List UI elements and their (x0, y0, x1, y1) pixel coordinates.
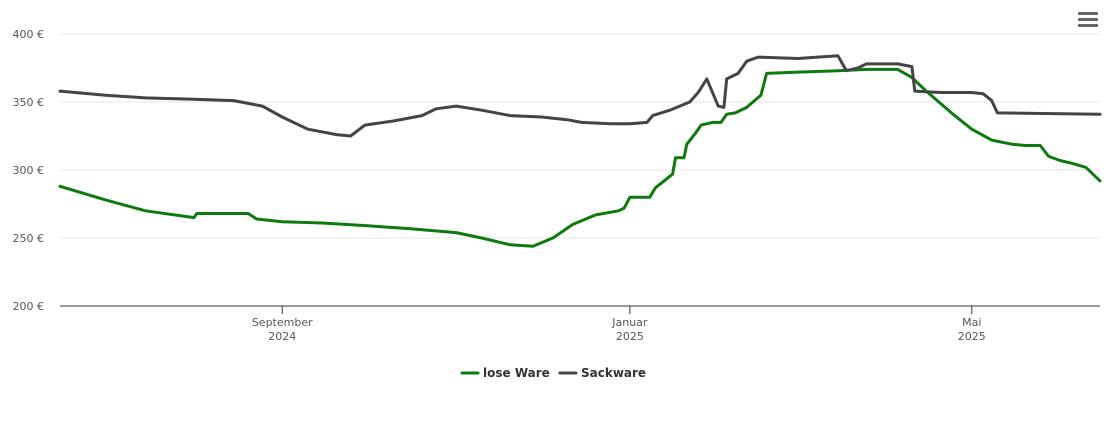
y-tick-label: 200 € (13, 300, 45, 313)
legend-item-sackware[interactable]: Sackware (558, 366, 646, 380)
menu-bar-middle (1078, 18, 1098, 21)
series-line-lose-ware[interactable] (58, 67, 1102, 248)
y-tick-label: 400 € (13, 28, 45, 41)
x-tick-month-label: Januar (611, 316, 648, 329)
menu-bar-top (1078, 12, 1098, 15)
series-lines (58, 54, 1102, 248)
legend: lose Ware Sackware (460, 366, 646, 380)
y-tick-label: 250 € (13, 232, 45, 245)
legend-item-lose-ware[interactable]: lose Ware (460, 366, 550, 380)
x-tick-month-label: Mai (962, 316, 981, 329)
x-tick-year-label: 2025 (958, 330, 986, 343)
legend-label: lose Ware (483, 366, 550, 380)
grid-lines (60, 33, 1100, 239)
x-tick-year-label: 2025 (616, 330, 644, 343)
y-tick-label: 300 € (13, 164, 45, 177)
hamburger-menu-icon[interactable] (1078, 12, 1098, 30)
y-axis-ticks: 200 € 250 € 300 € 350 € 400 € (13, 28, 45, 313)
legend-label: Sackware (581, 366, 646, 380)
y-tick-label: 350 € (13, 96, 45, 109)
x-tick-year-label: 2024 (268, 330, 296, 343)
menu-bar-bottom (1078, 24, 1098, 27)
series-line-sackware[interactable] (58, 54, 1102, 138)
x-tick-month-label: September (252, 316, 313, 329)
